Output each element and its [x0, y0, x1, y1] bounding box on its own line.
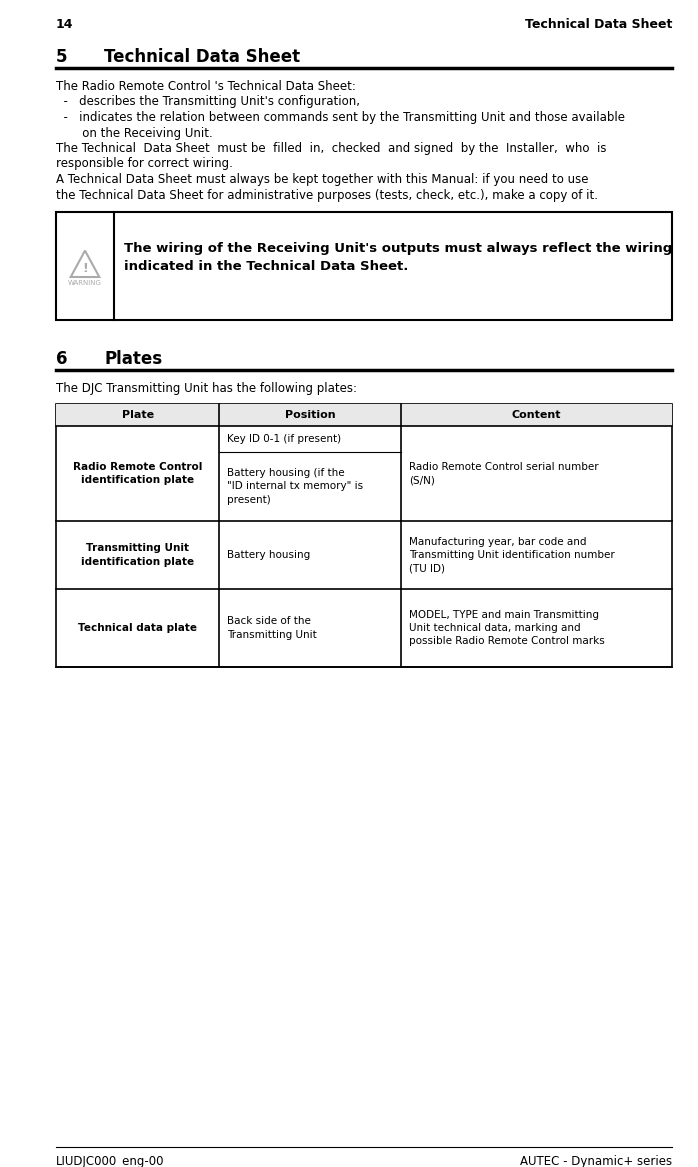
Text: The wiring of the Receiving Unit's outputs must always reflect the wiring: The wiring of the Receiving Unit's outpu…	[124, 242, 672, 256]
Text: Radio Remote Control
identification plate: Radio Remote Control identification plat…	[73, 462, 202, 485]
Text: Battery housing (if the
"ID internal tx memory" is
present): Battery housing (if the "ID internal tx …	[228, 468, 364, 504]
Text: -   describes the Transmitting Unit's configuration,: - describes the Transmitting Unit's conf…	[56, 96, 360, 109]
Text: MODEL, TYPE and main Transmitting
Unit technical data, marking and
possible Radi: MODEL, TYPE and main Transmitting Unit t…	[409, 610, 604, 647]
Text: on the Receiving Unit.: on the Receiving Unit.	[56, 126, 213, 140]
Text: Transmitting Unit
identification plate: Transmitting Unit identification plate	[81, 544, 194, 567]
Text: Manufacturing year, bar code and
Transmitting Unit identification number
(TU ID): Manufacturing year, bar code and Transmi…	[409, 537, 615, 573]
Text: Radio Remote Control serial number
(S/N): Radio Remote Control serial number (S/N)	[409, 462, 599, 485]
Text: AUTEC - Dynamic+ series: AUTEC - Dynamic+ series	[520, 1155, 672, 1167]
Text: 14: 14	[56, 18, 73, 32]
Text: The DJC Transmitting Unit has the following plates:: The DJC Transmitting Unit has the follow…	[56, 382, 357, 394]
Text: indicated in the Technical Data Sheet.: indicated in the Technical Data Sheet.	[124, 260, 408, 273]
Text: 6: 6	[56, 350, 68, 368]
FancyBboxPatch shape	[56, 404, 672, 668]
Text: WARNING: WARNING	[68, 280, 102, 286]
Text: Position: Position	[285, 410, 336, 420]
Text: Technical Data Sheet: Technical Data Sheet	[525, 18, 672, 32]
Text: the Technical Data Sheet for administrative purposes (tests, check, etc.), make : the Technical Data Sheet for administrat…	[56, 189, 598, 202]
Text: Plate: Plate	[121, 410, 154, 420]
Text: responsible for correct wiring.: responsible for correct wiring.	[56, 158, 233, 170]
Text: LIUDJC000_eng-00: LIUDJC000_eng-00	[56, 1155, 165, 1167]
Text: -   indicates the relation between commands sent by the Transmitting Unit and th: - indicates the relation between command…	[56, 111, 625, 124]
FancyBboxPatch shape	[56, 404, 672, 426]
Text: Key ID 0-1 (if present): Key ID 0-1 (if present)	[228, 434, 341, 443]
Text: Technical Data Sheet: Technical Data Sheet	[104, 48, 300, 67]
Text: The Radio Remote Control 's Technical Data Sheet:: The Radio Remote Control 's Technical Da…	[56, 81, 356, 93]
FancyBboxPatch shape	[56, 212, 672, 320]
Text: !: !	[82, 263, 88, 275]
Text: Technical data plate: Technical data plate	[78, 623, 197, 633]
Text: Back side of the
Transmitting Unit: Back side of the Transmitting Unit	[228, 616, 317, 640]
Text: 5: 5	[56, 48, 68, 67]
Text: The Technical  Data Sheet  must be  filled  in,  checked  and signed  by the  In: The Technical Data Sheet must be filled …	[56, 142, 607, 155]
Text: Plates: Plates	[104, 350, 162, 368]
Text: Battery housing: Battery housing	[228, 550, 311, 560]
Text: Content: Content	[512, 410, 561, 420]
Text: A Technical Data Sheet must always be kept together with this Manual: if you nee: A Technical Data Sheet must always be ke…	[56, 173, 588, 186]
